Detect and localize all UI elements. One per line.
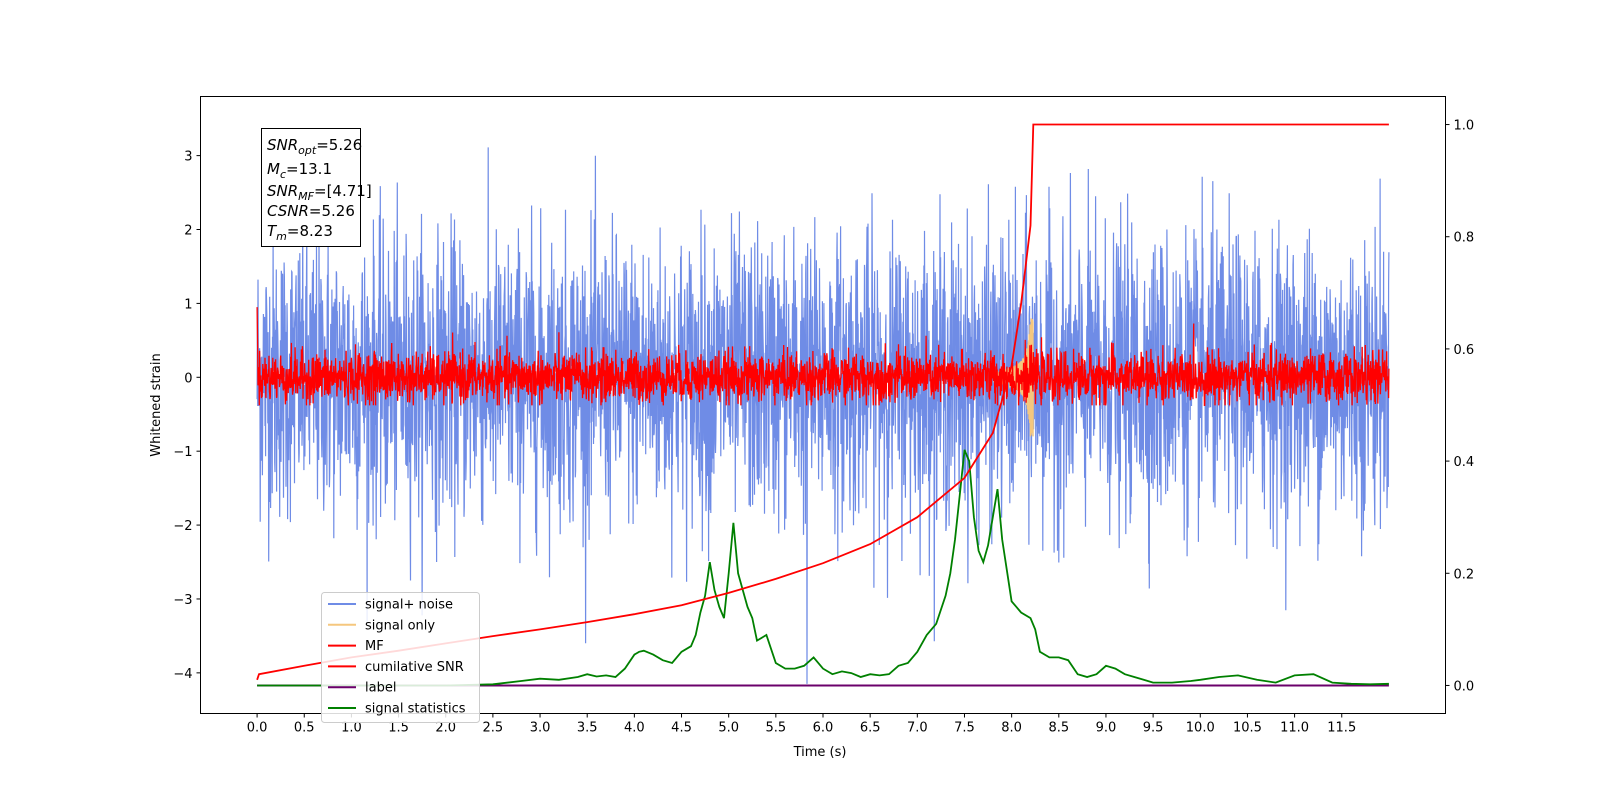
x-tick-label: 9.5 [1143,721,1164,736]
x-tick-label: 4.0 [624,721,645,736]
annotation-line-mc: Mc=13.1 [267,160,332,181]
y-tick-label: 1 [184,297,192,312]
annotation-frame [261,128,361,247]
legend: signal+ noise signal only MF cumilative SNR… [321,592,480,723]
right-tick-label: 0.8 [1454,231,1475,246]
x-tick-label: 11.0 [1280,721,1309,736]
right-tick-label: 0.6 [1454,343,1475,358]
y-tick-label: −3 [173,593,192,608]
y-tick-label: 3 [184,150,192,165]
y-tick-label: −4 [173,667,192,682]
y-axis-label: Whitened strain [149,353,164,456]
annotation-line-tm: Tm=8.23 [267,222,333,243]
annotation-box: SNRopt=5.26 Mc=13.1 SNRMF=[4.71] CSNR=5.… [261,128,372,247]
x-tick-label: 10.5 [1233,721,1262,736]
x-tick-label: 7.5 [954,721,975,736]
right-tick-label: 0.4 [1454,455,1475,470]
axes-layer: 0.0 0.5 1.0 1.5 2.0 2.5 3.0 3.5 4.0 4.5 5.0 5.5 6.0 6… [173,119,1474,736]
right-tick-label: 0.0 [1454,679,1475,694]
x-tick-label: 0.0 [247,721,268,736]
legend-label: signal statistics [365,702,466,717]
y-tick-label: −2 [173,519,192,534]
x-tick-label: 1.0 [341,721,362,736]
legend-label: signal only [365,618,435,633]
series-signal-statistics [257,449,1389,687]
x-tick-label: 1.5 [388,721,409,736]
x-tick-label: 5.5 [765,721,786,736]
right-tick-label: 0.2 [1454,567,1475,582]
x-tick-label: 2.0 [435,721,456,736]
x-tick-label: 3.0 [530,721,551,736]
noise-layer [256,147,1390,684]
annotation-line-snr-opt: SNRopt=5.26 [267,136,362,157]
y-tick-label: 2 [184,224,192,239]
series-mf [256,307,1390,407]
legend-label: signal+ noise [365,598,453,613]
legend-frame [321,592,480,723]
x-tick-label: 7.0 [907,721,928,736]
x-tick-label: 6.5 [860,721,881,736]
y-tick-label: −1 [173,445,192,460]
x-tick-label: 10.0 [1186,721,1215,736]
x-tick-label: 0.5 [294,721,315,736]
x-tick-label: 8.0 [1001,721,1022,736]
x-tick-label: 11.5 [1327,721,1356,736]
x-tick-label: 8.5 [1048,721,1069,736]
legend-label: label [365,681,396,696]
right-tick-label: 1.0 [1454,119,1475,134]
annotation-line-csnr: CSNR=5.26 [267,202,355,220]
x-tick-label: 4.5 [671,721,692,736]
x-tick-label: 2.5 [483,721,504,736]
y-tick-label: 0 [184,371,192,386]
annotation-line-snr-mf: SNRMF=[4.71] [267,182,372,203]
x-tick-label: 3.5 [577,721,598,736]
legend-label: MF [365,639,384,654]
x-tick-label: 9.0 [1096,721,1117,736]
legend-label: cumilative SNR [365,660,464,675]
x-axis-label: Time (s) [793,745,847,760]
x-tick-label: 5.0 [718,721,739,736]
x-tick-label: 6.0 [813,721,834,736]
series-signal-noise [256,147,1390,684]
